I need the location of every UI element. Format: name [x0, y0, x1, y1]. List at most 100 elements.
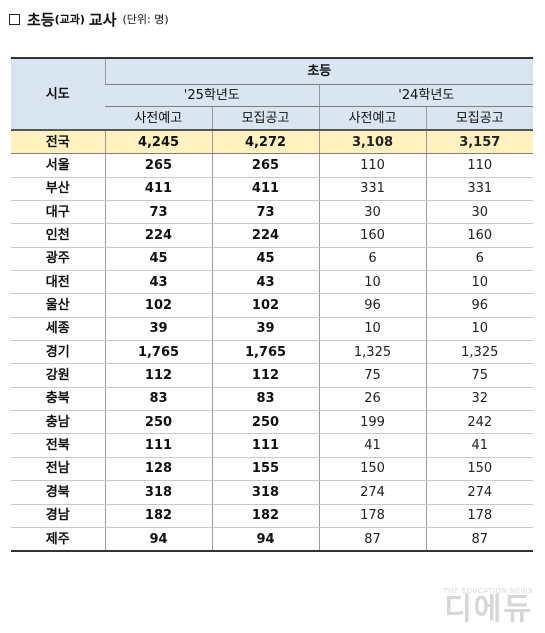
group-header: 초등	[104, 58, 534, 85]
value-cell: 10	[425, 270, 534, 295]
region-cell: 인천	[11, 223, 105, 248]
table-row: 서울 265 265 110 110	[11, 153, 534, 178]
value-cell: 411	[211, 177, 319, 202]
value-cell: 6	[425, 247, 534, 272]
table-row: 대전 43 43 10 10	[11, 270, 534, 295]
year-header-2024: '24학년도	[318, 84, 534, 107]
value-cell: 150	[425, 457, 534, 482]
value-cell: 102	[104, 293, 212, 318]
value-cell: 265	[211, 153, 319, 178]
value-cell: 30	[425, 200, 534, 225]
value-cell: 111	[211, 433, 319, 458]
region-cell: 서울	[11, 153, 105, 178]
subheader-preannounce-2024: 사전예고	[318, 106, 426, 131]
value-cell: 73	[104, 200, 212, 225]
value-cell: 4,245	[104, 130, 212, 155]
value-cell: 26	[318, 387, 426, 412]
value-cell: 3,108	[318, 130, 426, 155]
value-cell: 1,765	[104, 340, 212, 365]
table-row-total: 전국 4,245 4,272 3,108 3,157	[11, 130, 534, 155]
region-cell: 세종	[11, 317, 105, 342]
value-cell: 41	[425, 433, 534, 458]
value-cell: 250	[104, 410, 212, 435]
value-cell: 199	[318, 410, 426, 435]
table-row: 충남 250 250 199 242	[11, 410, 534, 435]
value-cell: 224	[211, 223, 319, 248]
table-row: 세종 39 39 10 10	[11, 317, 534, 342]
value-cell: 45	[211, 247, 319, 272]
watermark-big-text: 디에듀	[444, 592, 533, 627]
value-cell: 4,272	[211, 130, 319, 155]
value-cell: 87	[318, 527, 426, 553]
value-cell: 1,325	[425, 340, 534, 365]
value-cell: 83	[211, 387, 319, 412]
value-cell: 39	[211, 317, 319, 342]
value-cell: 43	[211, 270, 319, 295]
value-cell: 10	[425, 317, 534, 342]
value-cell: 112	[211, 363, 319, 388]
table-header: 시도 초등 '25학년도 '24학년도 사전예고 모집공고 사전예고 모집공고	[11, 58, 534, 131]
value-cell: 111	[104, 433, 212, 458]
value-cell: 10	[318, 270, 426, 295]
value-cell: 331	[425, 177, 534, 202]
region-column-header: 시도	[11, 58, 105, 131]
subheader-preannounce-2025: 사전예고	[105, 106, 212, 131]
subheader-recruit-2024: 모집공고	[425, 106, 534, 131]
table-row: 광주 45 45 6 6	[11, 247, 534, 272]
region-cell: 대전	[11, 270, 105, 295]
region-cell: 전북	[11, 433, 105, 458]
region-cell: 강원	[11, 363, 105, 388]
table-row: 울산 102 102 96 96	[11, 293, 534, 318]
table-row: 부산 411 411 331 331	[11, 177, 534, 202]
value-cell: 224	[104, 223, 212, 248]
table-row: 전남 128 155 150 150	[11, 457, 534, 482]
region-cell: 울산	[11, 293, 105, 318]
table-row: 경남 182 182 178 178	[11, 504, 534, 528]
region-cell: 경남	[11, 504, 105, 528]
table-row: 경기 1,765 1,765 1,325 1,325	[11, 340, 534, 365]
title-teacher: 교사	[88, 10, 117, 29]
value-cell: 178	[425, 504, 534, 528]
value-cell: 242	[425, 410, 534, 435]
value-cell: 160	[318, 223, 426, 248]
value-cell: 75	[425, 363, 534, 388]
value-cell: 178	[318, 504, 426, 528]
value-cell: 274	[318, 480, 426, 505]
value-cell: 96	[318, 293, 426, 318]
page-title: 초등 (교과) 교사 (단위: 명)	[9, 8, 169, 30]
value-cell: 110	[318, 153, 426, 178]
value-cell: 112	[104, 363, 212, 388]
value-cell: 182	[104, 504, 212, 528]
year-header-2025: '25학년도	[105, 84, 319, 107]
value-cell: 155	[211, 457, 319, 482]
title-subject: (교과)	[54, 13, 85, 26]
value-cell: 39	[104, 317, 212, 342]
title-unit: (단위: 명)	[122, 13, 169, 26]
region-cell: 충남	[11, 410, 105, 435]
value-cell: 43	[104, 270, 212, 295]
value-cell: 94	[104, 527, 212, 553]
table-row: 강원 112 112 75 75	[11, 363, 534, 388]
region-cell: 충북	[11, 387, 105, 412]
watermark-small-text: THE EDUCATION NEWS	[443, 587, 533, 595]
table-row: 전북 111 111 41 41	[11, 433, 534, 458]
table-row: 인천 224 224 160 160	[11, 223, 534, 248]
title-main: 초등	[27, 10, 55, 29]
checkbox-icon	[9, 13, 20, 25]
region-cell: 전국	[11, 130, 105, 155]
value-cell: 318	[211, 480, 319, 505]
region-cell: 경기	[11, 340, 105, 365]
value-cell: 318	[104, 480, 212, 505]
value-cell: 110	[425, 153, 534, 178]
value-cell: 265	[104, 153, 212, 178]
value-cell: 6	[318, 247, 426, 272]
value-cell: 94	[211, 527, 319, 553]
table-body: 전국 4,245 4,272 3,108 3,157 서울 265 265 110 110 부산 41…	[11, 130, 534, 553]
region-cell: 부산	[11, 177, 105, 202]
value-cell: 3,157	[425, 130, 534, 155]
table-row: 충북 83 83 26 32	[11, 387, 534, 412]
value-cell: 411	[104, 177, 212, 202]
value-cell: 45	[104, 247, 212, 272]
value-cell: 102	[211, 293, 319, 318]
value-cell: 75	[318, 363, 426, 388]
